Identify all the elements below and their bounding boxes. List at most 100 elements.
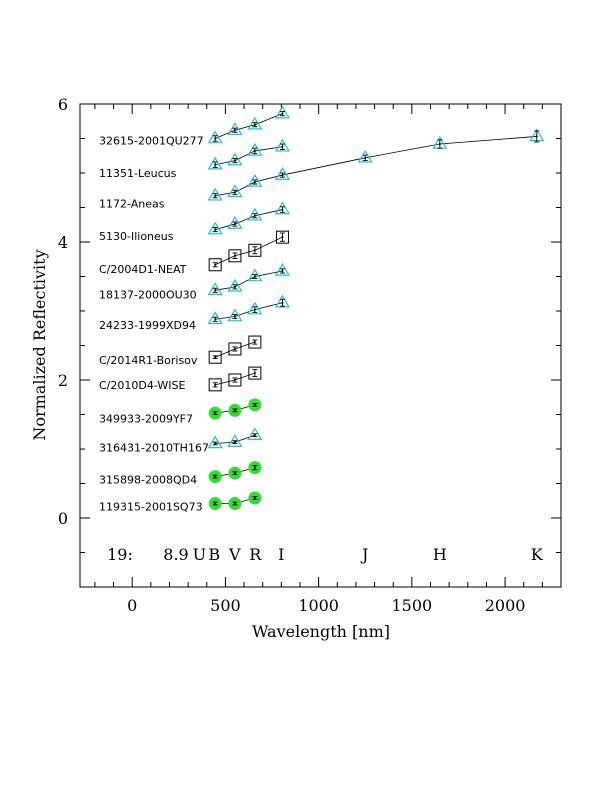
series-18137-2000OU30 <box>207 262 291 296</box>
series-1172-Aneas <box>207 128 545 201</box>
square-marker <box>248 243 262 257</box>
data-point <box>214 412 217 415</box>
data-point <box>535 135 538 138</box>
triangle-marker <box>274 105 291 119</box>
x-tick-label: 2000 <box>485 596 526 615</box>
square-marker <box>228 249 242 263</box>
series-label: 11351-Leucus <box>99 167 177 180</box>
data-point <box>214 318 217 321</box>
data-point <box>233 223 236 226</box>
data-point <box>214 289 217 292</box>
band-label-U: U <box>193 545 206 564</box>
series-32615-2001QU277 <box>207 105 291 144</box>
square-marker <box>248 335 262 349</box>
y-tick-label: 2 <box>58 371 68 390</box>
data-point <box>253 372 256 375</box>
triangle-marker <box>207 221 223 235</box>
data-point <box>253 180 256 183</box>
series-11351-Leucus <box>207 138 291 170</box>
data-point <box>253 341 256 344</box>
triangle-marker <box>207 130 223 144</box>
data-point <box>253 403 256 406</box>
data-point <box>214 383 217 386</box>
square-marker <box>208 378 222 392</box>
data-point <box>214 163 217 166</box>
data-point <box>253 434 256 437</box>
band-label-J: J <box>360 545 368 564</box>
triangle-marker <box>207 187 223 201</box>
series-line <box>215 146 283 166</box>
series-line <box>215 270 283 291</box>
data-point <box>233 441 236 444</box>
series-label: C/2014R1-Borisov <box>99 354 198 367</box>
triangle-marker <box>227 216 243 229</box>
data-point <box>281 236 284 239</box>
series-label: C/2004D1-NEAT <box>99 263 187 276</box>
data-point <box>438 143 441 146</box>
data-point <box>281 145 284 148</box>
band-label-K: K <box>531 545 544 564</box>
data-point <box>281 269 284 272</box>
data-point <box>214 263 217 266</box>
x-tick-label: 1500 <box>391 596 432 615</box>
y-tick-label: 6 <box>58 95 68 114</box>
data-point <box>253 149 256 152</box>
data-point <box>281 174 284 177</box>
x-tick-label: 1000 <box>298 596 339 615</box>
series-label: C/2010D4-WISE <box>99 379 185 392</box>
data-point <box>281 112 284 115</box>
x-tick-label: 0 <box>127 596 137 615</box>
band-label-I: I <box>278 545 284 564</box>
data-point <box>253 496 256 499</box>
axes-layer: 0 500 1000 1500 2000 0 2 4 6 <box>58 95 562 615</box>
triangle-marker <box>247 116 263 130</box>
series-line <box>215 136 537 197</box>
triangle-marker <box>357 149 373 163</box>
data-point <box>233 379 236 381</box>
data-point <box>253 275 256 278</box>
footer-value: 8.9 <box>163 545 188 564</box>
band-label-V: V <box>228 545 241 564</box>
data-point <box>233 409 236 412</box>
triangle-marker <box>247 301 263 315</box>
series-119315-2001SQ73 <box>208 491 262 511</box>
data-point <box>214 356 217 359</box>
data-point <box>233 285 236 288</box>
square-marker <box>208 258 222 272</box>
data-point <box>214 475 217 478</box>
square-marker <box>208 350 222 364</box>
data-point <box>233 315 236 318</box>
series-label: 18137-2000OU30 <box>99 288 197 301</box>
data-point <box>214 137 217 140</box>
data-point <box>233 502 236 505</box>
series-line <box>214 236 283 266</box>
triangle-marker <box>227 152 243 166</box>
data-point <box>253 308 256 311</box>
series-C/2004D1-NEAT <box>208 230 289 272</box>
series-line <box>215 302 283 320</box>
triangle-marker <box>227 434 243 447</box>
triangle-marker <box>247 173 263 187</box>
series-316431-2010TH167 <box>207 427 263 449</box>
data-point <box>364 156 367 159</box>
band-label-R: R <box>249 545 262 564</box>
triangle-marker <box>274 294 291 308</box>
triangle-marker <box>227 184 243 198</box>
square-marker <box>275 230 289 244</box>
data-point <box>281 208 284 211</box>
data-point <box>233 254 236 257</box>
data-point <box>233 472 236 475</box>
triangle-marker <box>207 435 223 449</box>
series-24233-1999XD94 <box>207 294 291 325</box>
y-tick-label: 4 <box>58 233 68 252</box>
data-point <box>214 228 217 231</box>
data-point <box>233 129 236 132</box>
data-point <box>253 466 256 469</box>
triangle-marker <box>274 201 291 215</box>
data-point <box>253 249 256 252</box>
data-point <box>233 347 236 350</box>
x-axis-title: Wavelength [nm] <box>252 622 390 641</box>
triangle-marker <box>247 427 263 440</box>
triangle-marker <box>274 167 291 180</box>
